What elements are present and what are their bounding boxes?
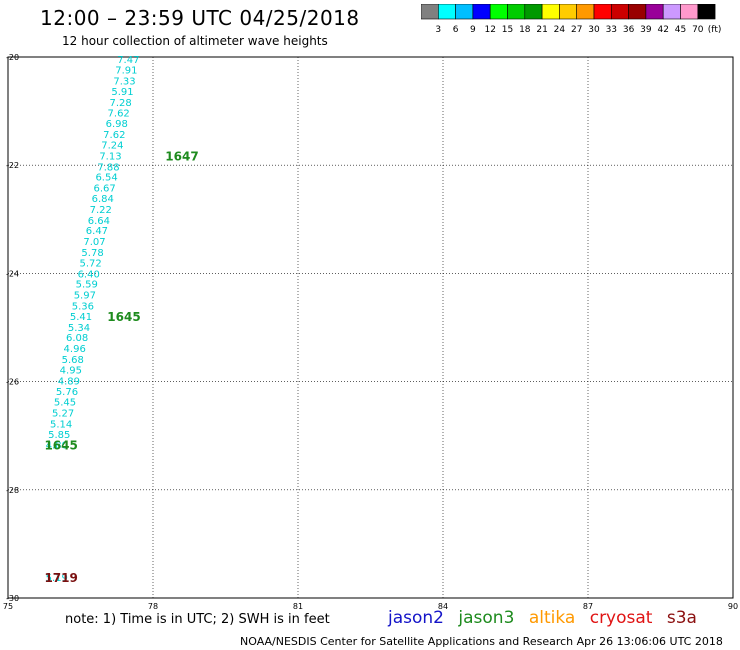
wave-height-label: 6.98 [106,119,128,130]
colorbar-label: 18 [519,25,531,35]
footer-note: note: 1) Time is in UTC; 2) SWH is in fe… [65,612,330,627]
y-tick-label: -26 [6,378,19,387]
colorbar-label: 33 [606,25,617,35]
satellite-legend: jason2 jason3 altika cryosat s3a [388,608,706,628]
wave-height-label: 4.89 [58,377,80,388]
wave-height-label: 5.14 [50,419,72,430]
colorbar-label: 45 [675,25,686,35]
wave-height-label: 5.76 [56,387,78,398]
chart-title: 12:00 – 23:59 UTC 04/25/2018 [40,6,360,30]
pass-time-label: 1719 [44,571,77,585]
wave-height-label: 5.36 [72,301,94,312]
wave-height-label: 5.41 [70,312,92,323]
wave-height-label: 5.59 [76,280,98,291]
wave-height-label: 7.91 [115,65,137,76]
wave-height-label: 4.96 [64,344,86,355]
wave-height-label: 7.88 [97,162,119,173]
x-tick-label: 87 [583,602,593,610]
y-tick-label: -28 [6,486,19,495]
y-tick-label: -22 [6,161,19,170]
wave-height-label: 5.85 [48,430,70,441]
wave-height-label: 7.13 [99,151,121,162]
x-tick-label: 75 [3,602,13,610]
y-tick-label: -24 [6,269,19,278]
chart-subtitle: 12 hour collection of altimeter wave hei… [62,34,328,48]
wave-height-label: 6.67 [94,183,116,194]
wave-height-label: 4.80 [46,440,68,451]
wave-height-label: 7.28 [109,98,131,109]
wave-height-colorbar: 3 6 9 12 15 18 21 24 27 30 33 36 39 42 45 70 (ft) [421,4,722,35]
x-tick-label: 81 [293,602,303,610]
colorbar-label: 30 [588,25,600,35]
wave-height-label: 5.68 [62,355,84,366]
wave-height-label: 5.78 [81,248,103,259]
wave-height-label: 7.07 [83,237,105,248]
x-tick-label: 90 [728,602,738,610]
colorbar-label: 70 [692,25,704,35]
pass-time-label: 1645 [107,310,140,324]
plot-frame [7,56,734,599]
wave-height-label: 5.19 [46,573,68,584]
legend-cryosat: cryosat [589,608,653,628]
wave-height-label: 5.27 [52,408,74,419]
footer-credit: NOAA/NESDIS Center for Satellite Applica… [240,635,723,648]
x-tick-label: 78 [148,602,158,610]
wave-height-label: 6.64 [88,216,110,227]
colorbar-label: 39 [640,25,652,35]
colorbar-label: 42 [657,25,668,35]
colorbar-label: 12 [484,25,495,35]
wave-height-label: 5.34 [68,323,90,334]
wave-height-label: 7.62 [103,130,125,141]
colorbar-label: 9 [470,25,476,35]
legend-jason2: jason2 [388,608,444,628]
wave-height-plot: 75 78 81 84 87 90-20-22-24-26-28-307.477.917.… [3,53,738,610]
x-tick-label: 84 [438,602,448,610]
colorbar-label: 24 [554,25,566,35]
colorbar-unit: (ft) [708,25,722,35]
wave-height-label: 5.72 [80,259,102,270]
wave-height-label: 4.95 [60,366,82,377]
wave-height-label: 6.40 [78,269,100,280]
colorbar-label: 15 [502,25,513,35]
y-tick-label: -20 [6,53,19,62]
pass-time-label: 1647 [165,149,198,163]
wave-height-label: 5.45 [54,398,76,409]
wave-height-label: 7.62 [108,109,130,120]
legend-s3a: s3a [666,608,697,628]
wave-height-label: 6.08 [66,333,88,344]
wave-height-label: 6.47 [86,226,108,237]
wave-height-label: 7.33 [113,76,135,87]
colorbar-label: 21 [536,25,547,35]
colorbar-label: 36 [623,25,635,35]
colorbar-label: 27 [571,25,582,35]
y-tick-label: -30 [6,594,19,603]
wave-height-label: 6.54 [95,173,117,184]
wave-height-label: 5.91 [111,87,133,98]
wave-height-label: 5.97 [74,290,96,301]
wave-height-label: 7.24 [101,141,123,152]
pass-time-label: 1645 [44,438,77,452]
wave-height-label: 6.84 [92,194,114,205]
wave-height-label: 7.47 [117,55,139,66]
legend-altika: altika [528,608,576,628]
colorbar-label: 6 [453,25,459,35]
colorbar-swatch [697,4,716,20]
legend-jason3: jason3 [458,608,515,628]
colorbar-label: 3 [435,25,441,35]
wave-height-label: 7.22 [90,205,112,216]
